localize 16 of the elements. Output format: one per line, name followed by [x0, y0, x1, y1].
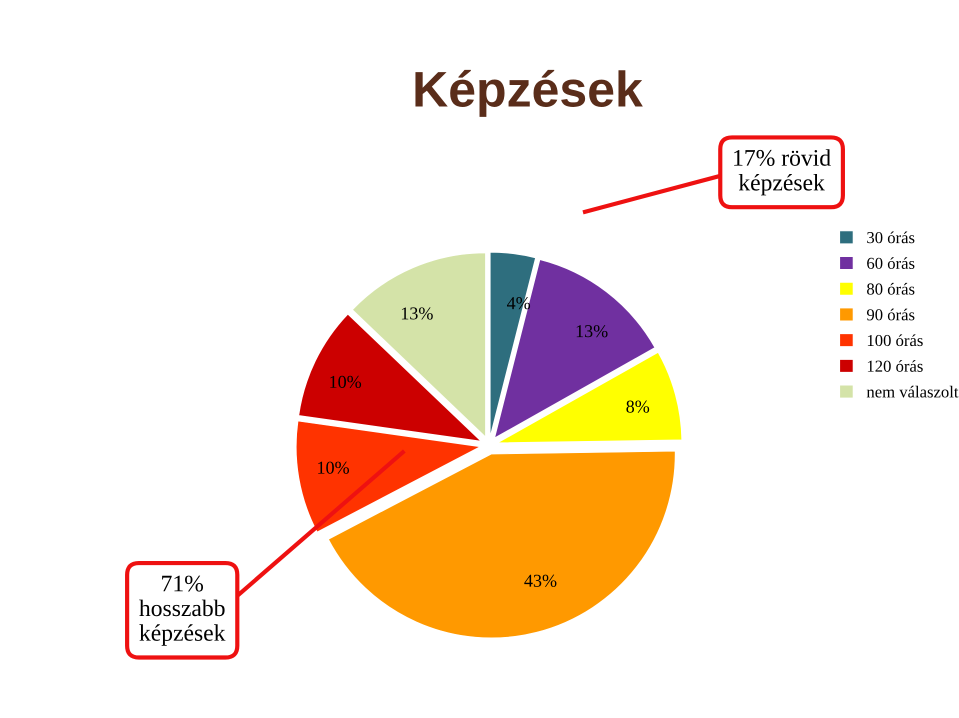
- legend-label: 60 órás: [867, 257, 914, 269]
- legend-label: 30 órás: [867, 231, 914, 244]
- data-label: 10%: [330, 376, 362, 388]
- legend-label: nem válaszolt: [866, 386, 958, 398]
- data-label: 13%: [576, 325, 608, 338]
- chart-title: Képzések: [415, 70, 643, 117]
- legend-label: 80 órás: [867, 282, 914, 295]
- legend-label: 120 órás: [868, 360, 923, 372]
- data-label: 13%: [402, 307, 433, 320]
- data-label: 43%: [524, 574, 556, 587]
- data-label: 10%: [318, 462, 350, 474]
- data-label: 8%: [626, 400, 650, 413]
- legend-label: 90 órás: [866, 308, 914, 320]
- text: 71% hosszabb képzések: [139, 576, 226, 646]
- text: 17% rövid képzések: [734, 149, 831, 196]
- legend-label: 100 órás: [868, 334, 923, 346]
